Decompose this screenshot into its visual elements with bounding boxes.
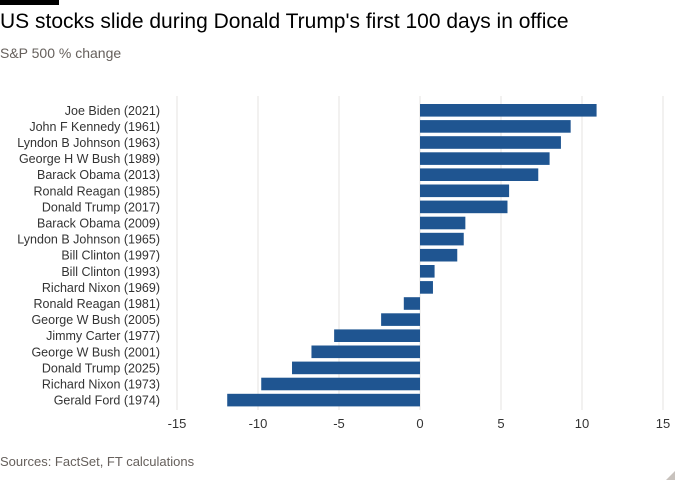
x-tick-label: -5 (333, 416, 345, 431)
category-label: Ronald Reagan (1985) (34, 184, 160, 198)
category-label: Lyndon B Johnson (1965) (17, 233, 160, 247)
bar (420, 265, 435, 278)
chart-title: US stocks slide during Donald Trump's fi… (0, 10, 569, 33)
category-label: Barack Obama (2009) (37, 217, 160, 231)
bar (420, 168, 539, 181)
bar (227, 393, 420, 407)
bar (420, 152, 550, 165)
bar (420, 216, 466, 230)
bar (311, 345, 420, 359)
category-labels: Joe Biden (2021) John F Kennedy (1961) Lyn… (17, 104, 160, 408)
category-label: Ronald Reagan (1981) (34, 297, 160, 311)
bars (227, 104, 597, 407)
category-label: John F Kennedy (1961) (29, 120, 160, 134)
category-label: Donald Trump (2025) (42, 361, 160, 375)
category-label: Joe Biden (2021) (65, 104, 160, 118)
x-axis-ticks: -15 -10 -5 0 5 10 15 (168, 416, 671, 431)
bar (334, 329, 420, 342)
bar (420, 184, 510, 198)
bar (420, 104, 597, 117)
bar (403, 297, 420, 310)
bar (420, 120, 571, 133)
bar (420, 200, 508, 214)
bar (420, 281, 433, 294)
category-label: George W Bush (2001) (31, 345, 160, 359)
chart-subtitle: S&P 500 % change (0, 45, 122, 61)
source-note: Sources: FactSet, FT calculations (0, 454, 195, 469)
category-label: Richard Nixon (1973) (42, 378, 160, 392)
category-label: Bill Clinton (1997) (61, 249, 160, 263)
category-label: George W Bush (2005) (31, 313, 160, 327)
category-label: Barack Obama (2013) (37, 168, 160, 182)
bar (420, 232, 464, 246)
bar (381, 313, 420, 326)
category-label: Bill Clinton (1993) (61, 265, 160, 279)
x-tick-label: 15 (656, 416, 670, 431)
brand-bar (0, 0, 59, 5)
bar (420, 248, 458, 262)
bar (420, 136, 561, 149)
category-label: Donald Trump (2017) (42, 200, 160, 214)
x-tick-label: -15 (168, 416, 187, 431)
x-tick-label: 10 (575, 416, 589, 431)
category-label: Gerald Ford (1974) (54, 394, 160, 408)
category-label: Jimmy Carter (1977) (46, 329, 160, 343)
resize-corner-icon (666, 471, 675, 480)
x-tick-label: 0 (416, 416, 423, 431)
x-tick-label: -10 (249, 416, 268, 431)
category-label: George H W Bush (1989) (19, 152, 160, 166)
grid-lines (176, 96, 664, 410)
category-label: Lyndon B Johnson (1963) (17, 136, 160, 150)
category-label: Richard Nixon (1969) (42, 281, 160, 295)
x-tick-label: 5 (497, 416, 504, 431)
bar (261, 377, 420, 391)
bar (292, 361, 420, 375)
